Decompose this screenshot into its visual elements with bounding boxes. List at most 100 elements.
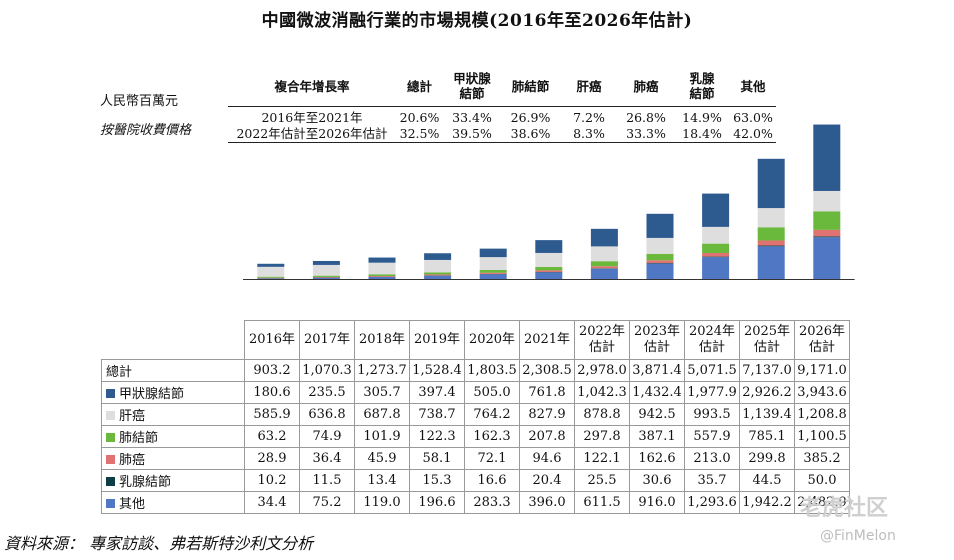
bar-segment <box>813 236 841 238</box>
cagr-cell: 63.0% <box>733 110 773 125</box>
data-table: 2016年 2017年 2018年 2019年 2020年 2021年 2022年 估計 20… <box>101 320 850 514</box>
bar-segment <box>312 277 340 279</box>
data-label: 1,432.4 <box>629 381 685 404</box>
bar-segment <box>257 276 285 278</box>
data-label: 94.6 <box>519 447 575 470</box>
cagr-row-label: 2016年至2021年 <box>261 110 363 125</box>
data-label: 74.9 <box>299 425 355 448</box>
bar-segment <box>702 193 730 227</box>
data-label: 213.0 <box>684 447 740 470</box>
series-row: 其他 34.4 75.2 119.0 196.6 283.3 396.0 611.5 916.0… <box>101 491 850 514</box>
cagr-row: 2022年估計至2026年估計 32.5% 39.5% 38.6% 8.3% 3… <box>228 126 776 143</box>
bar-segment <box>312 276 340 278</box>
bar-segment <box>479 274 507 279</box>
data-label: 10.2 <box>244 469 300 492</box>
data-label: 196.6 <box>409 491 465 514</box>
data-label: 396.0 <box>519 491 575 514</box>
legend-swatch <box>106 455 115 464</box>
data-label: 162.6 <box>629 447 685 470</box>
bar-segment <box>813 237 841 279</box>
watermark: 老虎社区 <box>800 496 889 521</box>
data-label: 942.5 <box>629 403 685 426</box>
data-label: 58.1 <box>409 447 465 470</box>
bar-segment <box>590 261 618 267</box>
cagr-cell: 7.2% <box>573 110 605 125</box>
legend-swatch <box>106 477 115 486</box>
data-label: 16.6 <box>464 469 520 492</box>
data-label: 122.3 <box>409 425 465 448</box>
bar-segment <box>535 240 563 253</box>
data-label: 35.7 <box>684 469 740 492</box>
data-label: 283.3 <box>464 491 520 514</box>
data-label: 916.0 <box>629 491 685 514</box>
bar-segment <box>590 246 618 262</box>
data-label: 3,871.4 <box>629 359 685 382</box>
data-label: 3,943.6 <box>794 381 850 404</box>
x-tick-label: 2025年 估計 <box>739 320 795 360</box>
bar-segment <box>757 240 785 246</box>
data-label: 1,528.4 <box>409 359 465 382</box>
data-label: 1,042.3 <box>574 381 630 404</box>
bar-segment <box>757 246 785 279</box>
data-label: 305.7 <box>354 381 410 404</box>
blank-cell <box>102 321 245 360</box>
data-label: 611.5 <box>574 491 630 514</box>
bar-segment <box>535 270 563 272</box>
data-label: 119.0 <box>354 491 410 514</box>
data-label: 785.1 <box>739 425 795 448</box>
row-label: 總計 <box>101 359 245 382</box>
chart-title: 中國微波消融行業的市場規模(2016年至2026年估計) <box>261 11 693 31</box>
bar-segment <box>813 190 841 212</box>
cagr-cell: 14.9% <box>682 110 722 125</box>
data-label: 162.3 <box>464 425 520 448</box>
row-label: 肝癌 <box>101 403 245 426</box>
row-label: 肺結節 <box>101 425 245 448</box>
data-label: 2,926.2 <box>739 381 795 404</box>
bar-segment <box>757 158 785 209</box>
cagr-cell: 8.3% <box>560 126 618 143</box>
cagr-row: 2016年至2021年 20.6% 33.4% 26.9% 7.2% 26.8%… <box>228 107 776 127</box>
cagr-cell: 33.4% <box>452 110 492 125</box>
data-label: 13.4 <box>354 469 410 492</box>
data-label: 20.4 <box>519 469 575 492</box>
bar-segment <box>479 248 507 258</box>
bar-segment <box>424 274 452 276</box>
cagr-cell: 26.9% <box>510 110 551 125</box>
data-label: 101.9 <box>354 425 410 448</box>
legend-swatch <box>106 433 115 442</box>
data-label: 1,293.6 <box>684 491 740 514</box>
data-label: 2,308.5 <box>519 359 575 382</box>
data-label: 9,171.0 <box>794 359 850 382</box>
bar-segment <box>702 226 730 244</box>
cagr-header-row: 複合年增長率 總計 甲狀腺 結節 肺結節 肝癌 肺癌 乳腺 結節 其他 <box>228 66 776 107</box>
bar-segment <box>479 257 507 271</box>
data-label: 44.5 <box>739 469 795 492</box>
bar-segment <box>368 262 396 275</box>
cagr-header: 其他 <box>730 66 776 107</box>
bar-segment <box>312 275 340 277</box>
bar-segment <box>590 266 618 269</box>
bar-segment <box>757 227 785 241</box>
bar-segment <box>813 211 841 230</box>
bar-segment <box>757 208 785 228</box>
cagr-header: 肺癌 <box>618 66 674 107</box>
data-label: 585.9 <box>244 403 300 426</box>
bar-segment <box>424 272 452 275</box>
bar-segment <box>646 263 674 264</box>
data-label: 50.0 <box>794 469 850 492</box>
cagr-table: 複合年增長率 總計 甲狀腺 結節 肺結節 肝癌 肺癌 乳腺 結節 其他 2016… <box>228 66 776 143</box>
data-label: 761.8 <box>519 381 575 404</box>
total-row: 總計 903.2 1,070.3 1,273.7 1,528.4 1,803.5 2,308… <box>101 359 850 382</box>
data-label: 36.4 <box>299 447 355 470</box>
bar-segment <box>424 275 452 279</box>
cagr-header: 肺結節 <box>501 66 560 107</box>
bar-segment <box>646 260 674 264</box>
data-label: 75.2 <box>299 491 355 514</box>
source-note: 資料來源： 專家訪談、弗若斯特沙利文分析 <box>4 534 314 553</box>
cagr-header: 總計 <box>396 66 443 107</box>
row-label: 肺癌 <box>101 447 245 470</box>
data-label: 5,071.5 <box>684 359 740 382</box>
series-row: 肝癌 585.9 636.8 687.8 738.7 764.2 827.9 878.8 942… <box>101 403 850 426</box>
series-row: 肺結節 63.2 74.9 101.9 122.3 162.3 207.8 297.8 387.… <box>101 425 850 448</box>
data-label: 72.1 <box>464 447 520 470</box>
